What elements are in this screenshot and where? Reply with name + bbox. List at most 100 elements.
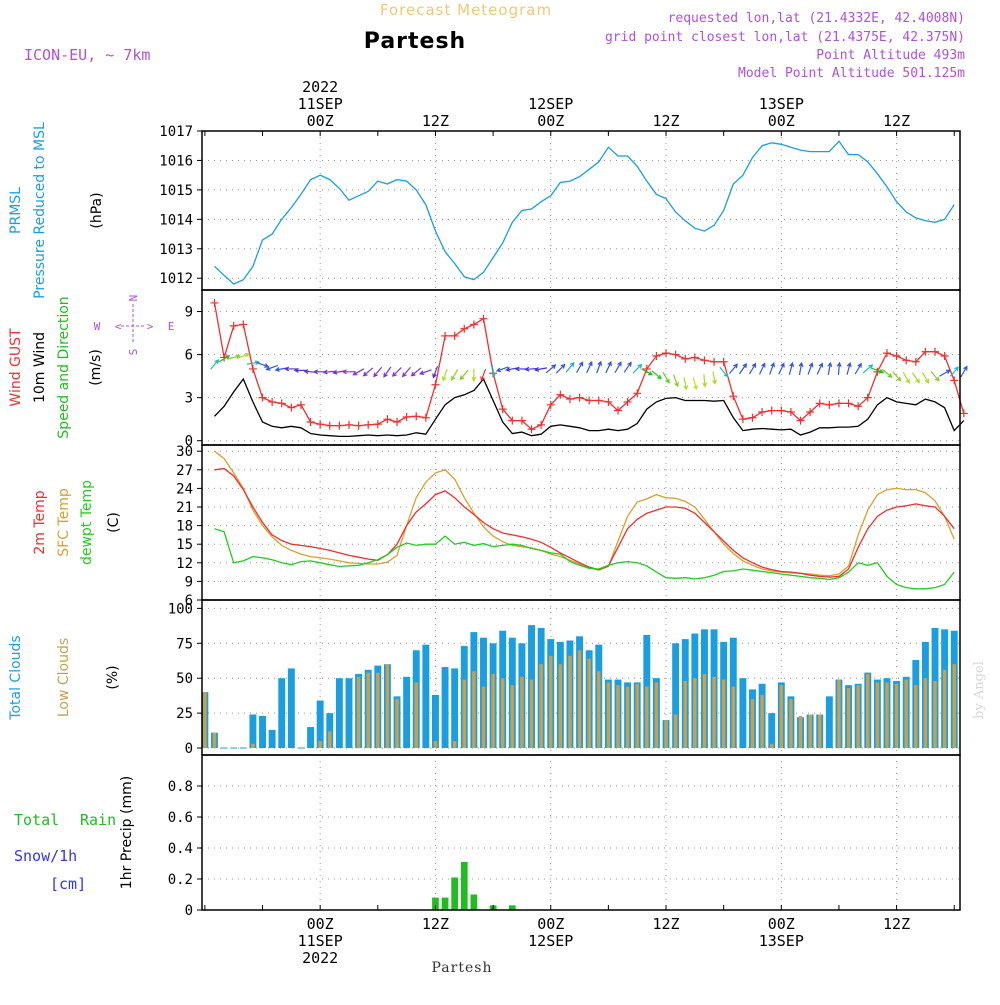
gust-marker <box>834 399 843 408</box>
low-cloud-bar <box>654 682 659 749</box>
gust-marker <box>277 399 286 408</box>
wind-direction-arrow <box>383 366 392 378</box>
requested-coords: requested lon,lat (21.4332E, 42.4008N) <box>668 11 965 26</box>
gust-marker <box>460 324 469 333</box>
gust-marker <box>921 347 930 356</box>
ylabel-line: (m/s) <box>88 349 104 386</box>
wind-direction-arrow <box>459 369 469 381</box>
low-cloud-bar <box>875 682 880 749</box>
bottom-time-label: 13SEP <box>759 932 804 950</box>
wind-direction-arrow <box>807 362 814 375</box>
gust-marker <box>402 413 411 422</box>
station-name: Partesh <box>364 29 466 54</box>
wind-direction-arrow <box>702 374 708 388</box>
wind-direction-arrow <box>576 361 584 373</box>
bottom-time-label: 11SEP <box>298 932 343 950</box>
low-cloud-bar <box>846 687 851 749</box>
gust-marker <box>498 405 507 414</box>
y-tick-label: 1013 <box>159 242 193 258</box>
total-cloud-bar <box>345 678 353 749</box>
ylabel-line: 1hr Precip (mm) <box>119 776 135 889</box>
bottom-time-label: 00Z <box>768 915 795 933</box>
wind-direction-arrow <box>921 372 930 384</box>
wind-direction-arrow <box>210 359 220 370</box>
wind-direction-arrow <box>862 364 874 374</box>
y-tick-label: 9 <box>185 574 193 590</box>
low-cloud-bar <box>683 680 687 749</box>
low-cloud-bar <box>452 741 457 749</box>
low-cloud-bar <box>760 694 764 749</box>
wind-direction-arrow <box>769 362 775 375</box>
gust-marker <box>239 320 248 329</box>
gust-marker <box>738 415 747 424</box>
bottom-time-label: 2022 <box>302 949 338 967</box>
gust-marker <box>441 331 450 340</box>
gust-marker <box>229 321 238 330</box>
wind-direction-arrow <box>651 370 662 380</box>
wind-direction-arrow <box>902 372 910 384</box>
panel-frame <box>201 444 961 601</box>
gust-marker <box>796 416 805 425</box>
bottom-time-label: 12Z <box>652 915 679 933</box>
ylabel-line: dewpt Temp <box>79 480 95 565</box>
gust-marker <box>931 347 940 356</box>
low-cloud-bar <box>472 671 476 749</box>
wind-direction-arrow <box>788 361 794 375</box>
bottom-time-label: 12SEP <box>528 932 573 950</box>
legend-snow: Snow/1h <box>14 847 77 865</box>
total-cloud-bar <box>768 713 776 749</box>
gust-marker <box>325 421 334 430</box>
top-time-label: 12Z <box>652 112 679 130</box>
rain-bar <box>508 905 516 910</box>
wind-direction-arrow <box>911 372 920 384</box>
chart-title: Forecast Meteogram <box>380 1 552 19</box>
panel-frame <box>201 130 961 291</box>
compass-arrow-left: < <box>115 320 122 333</box>
gust-marker <box>344 420 353 429</box>
low-cloud-bar <box>750 699 755 749</box>
legend-total: Total <box>14 811 59 829</box>
gust-marker <box>844 399 853 408</box>
y-tick-label: 6 <box>185 348 193 364</box>
low-cloud-bar <box>597 671 601 749</box>
gust-marker <box>373 420 382 429</box>
wind-direction-arrow <box>623 361 632 373</box>
total-cloud-bar <box>825 696 833 749</box>
wind-direction-arrow <box>545 364 557 374</box>
rain-bar <box>432 897 439 910</box>
total-cloud-bar <box>431 694 439 749</box>
wind-direction-arrow <box>827 361 833 375</box>
wind-direction-arrow <box>692 377 698 391</box>
total-cloud-bar <box>441 667 449 749</box>
wind-direction-arrow <box>533 367 548 372</box>
low-cloud-bar <box>693 678 697 749</box>
wind-direction-arrow <box>419 369 432 376</box>
gust-marker <box>681 354 690 363</box>
y-tick-label: 27 <box>176 463 193 479</box>
gust-marker <box>825 400 834 409</box>
top-time-label: 00Z <box>768 112 795 130</box>
low-cloud-bar <box>712 676 716 749</box>
gust-marker <box>729 392 738 401</box>
wind-direction-arrow <box>930 371 940 382</box>
compass-lines <box>121 304 145 344</box>
gust-marker <box>719 357 728 366</box>
ylabel-line: Speed and Direction <box>56 296 72 438</box>
y-tick-label: 1015 <box>159 183 193 199</box>
wind-direction-arrow <box>491 364 496 378</box>
wind-direction-arrow <box>565 361 575 373</box>
low-cloud-bar <box>481 686 486 749</box>
gust-marker <box>710 357 719 366</box>
ylabel-line: Low Clouds <box>56 638 72 717</box>
low-cloud-bar <box>529 679 534 749</box>
compass-arrow-right: > <box>147 320 154 333</box>
y-tick-label: 0 <box>185 903 193 919</box>
wind-direction-arrow <box>882 368 893 378</box>
low-cloud-bar <box>395 699 399 749</box>
gust-marker <box>815 399 824 408</box>
low-cloud-bar <box>328 731 332 749</box>
gust-marker <box>604 397 613 406</box>
wind-direction-arrow <box>816 362 824 375</box>
wind-direction-arrow <box>432 365 439 379</box>
